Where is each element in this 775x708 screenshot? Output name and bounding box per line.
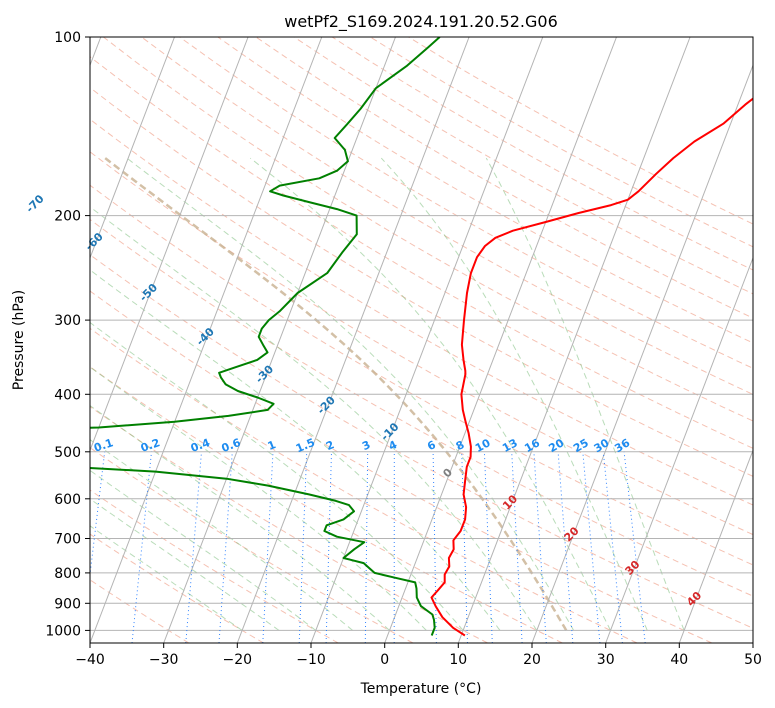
mixing-ratio-line bbox=[90, 451, 106, 579]
dry-adiabat bbox=[90, 118, 753, 506]
dewpoint-profile-line bbox=[90, 37, 441, 636]
mixing-ratio-label: 13 bbox=[500, 436, 520, 455]
x-tick-label: 40 bbox=[670, 652, 688, 668]
isotherm-line bbox=[678, 448, 753, 643]
isotherm-line bbox=[163, 37, 396, 643]
x-axis: −40 −30 −20 −10 0 10 20 30 40 50 bbox=[75, 643, 762, 668]
x-tick-label: 50 bbox=[744, 652, 762, 668]
y-tick-label: 400 bbox=[54, 387, 81, 403]
mixing-ratio-label: 1 bbox=[266, 438, 278, 453]
y-tick-label: 100 bbox=[54, 30, 81, 46]
sounding-series bbox=[90, 37, 753, 637]
x-axis-label: Temperature (°C) bbox=[360, 681, 482, 697]
dry-adiabat bbox=[90, 86, 753, 477]
y-tick-label: 900 bbox=[54, 596, 81, 612]
isotherm-line bbox=[90, 37, 249, 452]
moist-adiabat bbox=[90, 469, 317, 631]
background-lines bbox=[90, 37, 753, 643]
x-tick-label: 0 bbox=[380, 652, 389, 668]
isotherm-line bbox=[90, 37, 175, 260]
y-tick-label: 500 bbox=[54, 445, 81, 461]
y-tick-label: 1000 bbox=[45, 623, 81, 639]
y-axis-label: Pressure (hPa) bbox=[11, 290, 27, 390]
temperature-profile-line bbox=[430, 97, 753, 637]
dry-adiabat bbox=[293, 37, 753, 295]
mixing-ratio-line bbox=[623, 451, 646, 643]
mixing-ratio-label: 0.1 bbox=[92, 436, 115, 454]
moist-adiabat bbox=[90, 366, 427, 631]
isotherm-line bbox=[236, 37, 470, 643]
x-tick-label: 30 bbox=[597, 652, 615, 668]
moist-adiabat bbox=[90, 321, 464, 631]
x-tick-label: −40 bbox=[75, 652, 105, 668]
dry-adiabat bbox=[90, 405, 488, 643]
isotherm-line bbox=[457, 37, 691, 643]
x-tick-label: 20 bbox=[523, 652, 541, 668]
dry-adiabat bbox=[90, 366, 563, 643]
dry-adiabat bbox=[90, 56, 753, 449]
dry-adiabat bbox=[90, 290, 713, 643]
x-tick-label: −20 bbox=[223, 652, 253, 668]
y-tick-label: 700 bbox=[54, 532, 81, 548]
y-tick-label: 200 bbox=[54, 209, 81, 225]
chart-title: wetPf2_S169.2024.191.20.52.G06 bbox=[284, 12, 558, 32]
dry-adiabat bbox=[141, 37, 753, 395]
mixing-ratio-label: 10 bbox=[473, 436, 493, 455]
y-tick-label: 600 bbox=[54, 492, 81, 508]
y-tick-label: 300 bbox=[54, 313, 81, 329]
mixing-ratio-line bbox=[602, 451, 623, 643]
x-tick-label: −10 bbox=[296, 652, 326, 668]
dry-adiabat bbox=[90, 489, 339, 643]
isotherm-line bbox=[90, 37, 323, 643]
dry-adiabat bbox=[179, 37, 753, 369]
isotherm-line bbox=[531, 63, 753, 643]
moist-adiabat bbox=[90, 439, 353, 631]
mixing-ratio-label: 0.2 bbox=[139, 436, 162, 455]
x-tick-label: −30 bbox=[149, 652, 179, 668]
dry-adiabat bbox=[90, 254, 753, 629]
dry-adiabat bbox=[90, 533, 264, 643]
mixing-ratio-line bbox=[131, 451, 152, 643]
mixing-ratio-label: 0.4 bbox=[189, 436, 212, 455]
isotherm-line bbox=[310, 37, 544, 643]
dry-adiabat bbox=[90, 218, 753, 597]
y-axis: 100 200 300 400 500 600 700 800 900 1000 bbox=[45, 30, 90, 639]
isotherm-line bbox=[605, 256, 753, 643]
dry-adiabat bbox=[90, 151, 753, 536]
plot-frame bbox=[89, 36, 754, 644]
isotherm-line bbox=[384, 37, 617, 643]
y-tick-label: 800 bbox=[54, 566, 81, 582]
x-tick-label: 10 bbox=[449, 652, 467, 668]
